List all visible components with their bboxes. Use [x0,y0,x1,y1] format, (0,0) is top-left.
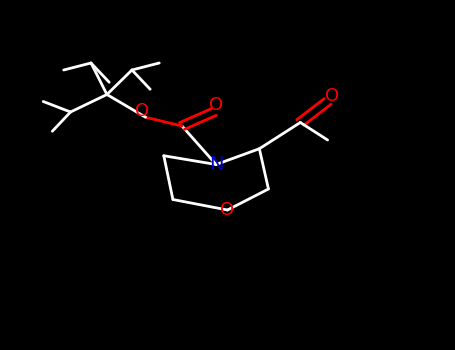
Text: N: N [209,155,223,174]
Text: O: O [220,201,235,219]
Text: O: O [209,96,223,114]
Text: O: O [135,102,149,120]
Text: O: O [325,87,339,105]
